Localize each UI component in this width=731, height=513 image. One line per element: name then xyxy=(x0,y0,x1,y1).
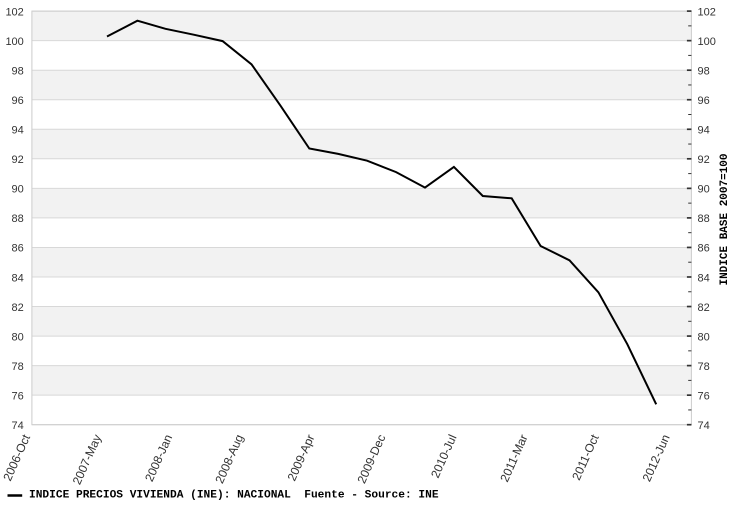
svg-text:96: 96 xyxy=(698,95,710,107)
svg-text:INDICE PRECIOS VIVIENDA (INE):: INDICE PRECIOS VIVIENDA (INE): NACIONAL … xyxy=(29,490,439,502)
svg-text:102: 102 xyxy=(698,6,716,18)
svg-text:80: 80 xyxy=(12,331,24,343)
svg-text:80: 80 xyxy=(698,331,710,343)
svg-text:96: 96 xyxy=(12,95,24,107)
svg-text:86: 86 xyxy=(12,243,24,255)
svg-text:88: 88 xyxy=(12,213,24,225)
svg-text:100: 100 xyxy=(5,36,23,48)
svg-text:78: 78 xyxy=(698,361,710,373)
svg-text:84: 84 xyxy=(698,272,710,284)
svg-text:92: 92 xyxy=(12,154,24,166)
svg-text:94: 94 xyxy=(698,125,710,137)
svg-text:92: 92 xyxy=(698,154,710,166)
svg-text:94: 94 xyxy=(12,125,24,137)
svg-text:82: 82 xyxy=(12,302,24,314)
svg-text:84: 84 xyxy=(12,272,24,284)
svg-text:74: 74 xyxy=(12,420,24,432)
svg-text:90: 90 xyxy=(12,184,24,196)
svg-text:76: 76 xyxy=(698,391,710,403)
svg-text:78: 78 xyxy=(12,361,24,373)
svg-text:88: 88 xyxy=(698,213,710,225)
svg-text:82: 82 xyxy=(698,302,710,314)
svg-text:102: 102 xyxy=(5,6,23,18)
svg-text:74: 74 xyxy=(698,420,710,432)
svg-text:INDICE BASE 2007=100: INDICE BASE 2007=100 xyxy=(719,153,731,285)
svg-text:98: 98 xyxy=(12,66,24,78)
svg-text:98: 98 xyxy=(698,66,710,78)
svg-text:86: 86 xyxy=(698,243,710,255)
svg-text:90: 90 xyxy=(698,184,710,196)
svg-text:100: 100 xyxy=(698,36,716,48)
svg-text:76: 76 xyxy=(12,391,24,403)
